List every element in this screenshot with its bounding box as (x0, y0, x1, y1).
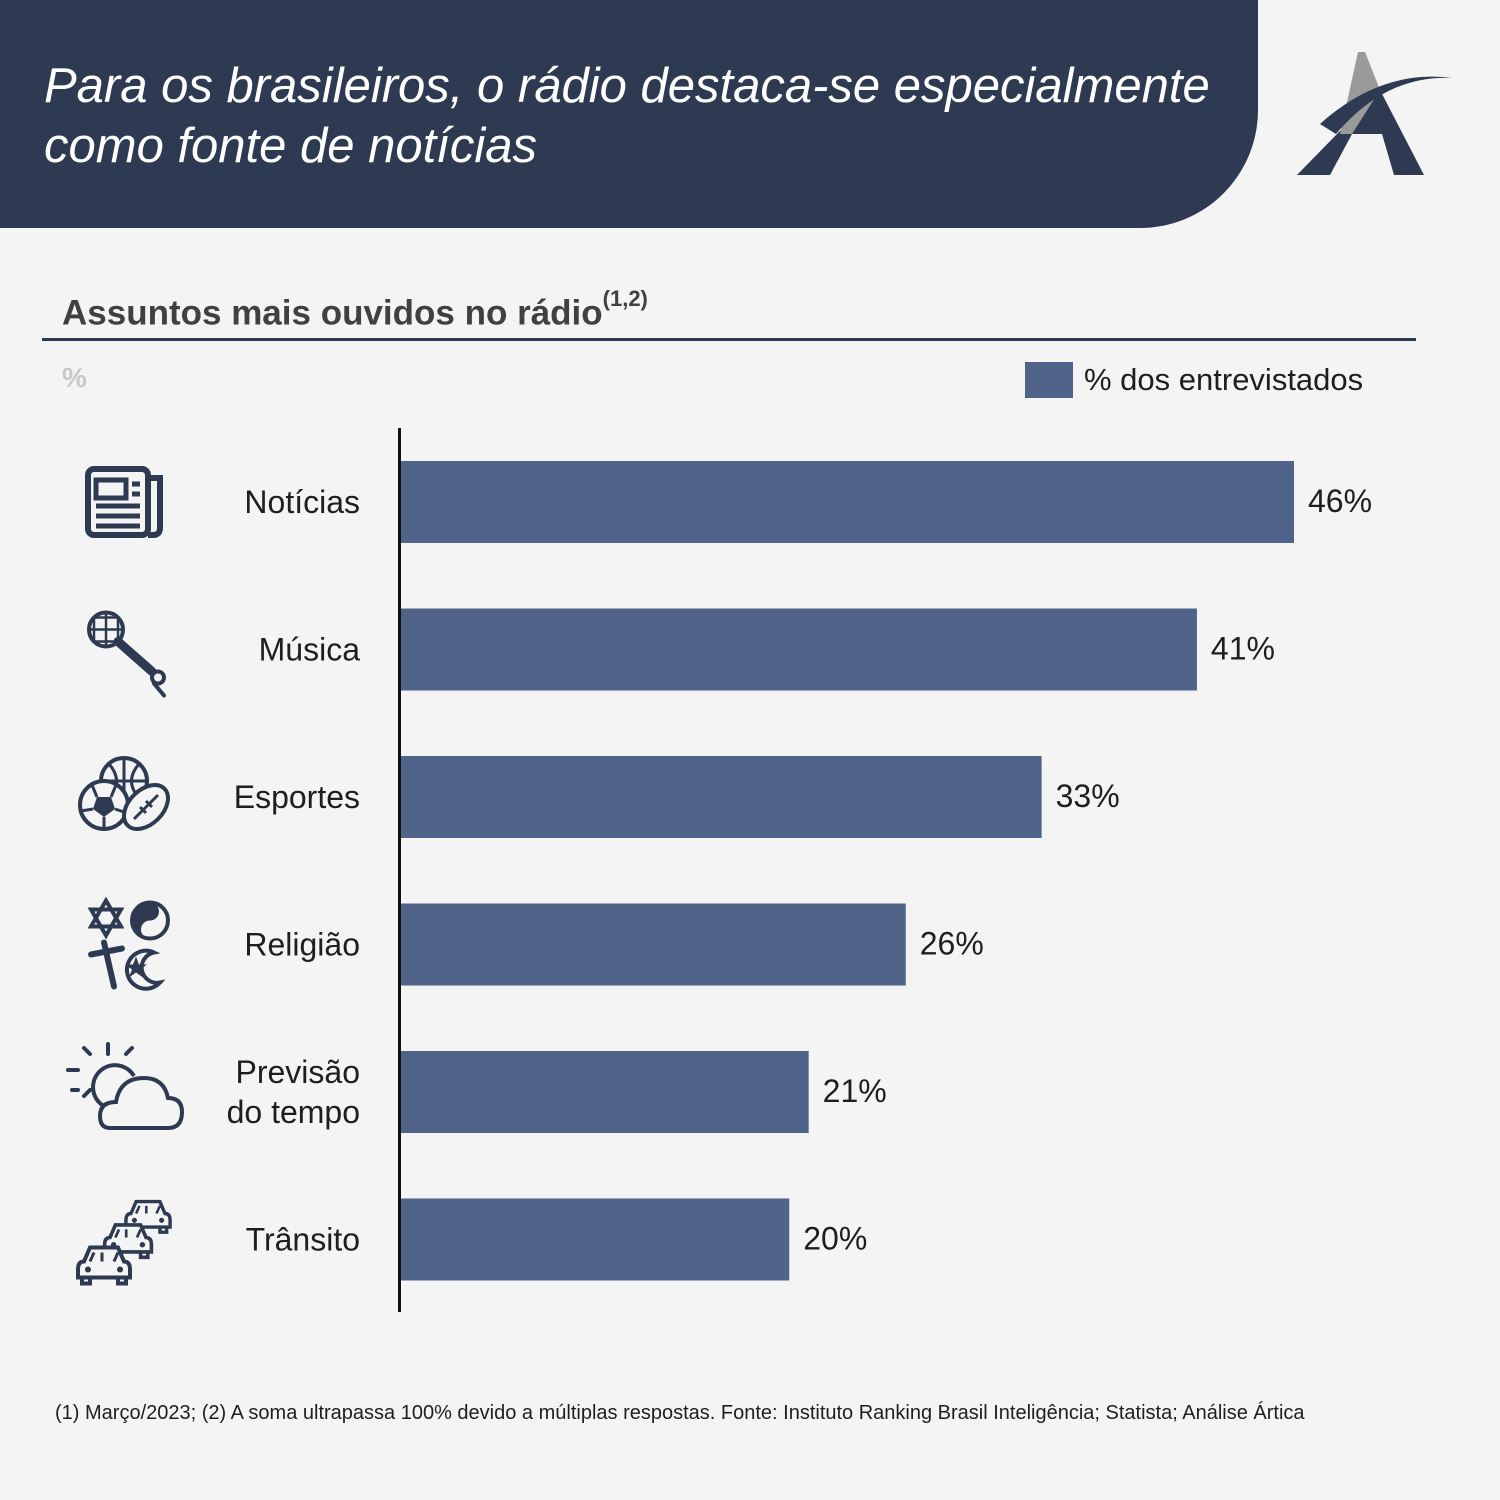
footnote: (1) Março/2023; (2) A soma ultrapassa 10… (55, 1402, 1305, 1424)
traffic-icon (76, 1199, 172, 1286)
bar-2 (401, 608, 1197, 691)
chart-title-text: Assuntos mais ouvidos no rádio (62, 293, 603, 333)
category-label: Notícias (244, 484, 360, 520)
bar-5 (401, 1051, 809, 1133)
legend-label: % dos entrevistados (1084, 362, 1364, 397)
weather-icon (66, 1042, 185, 1130)
page-title: Para os brasileiros, o rádio destaca-se … (44, 56, 1244, 176)
category-label: Trânsito (246, 1222, 360, 1258)
microphone-icon (87, 610, 166, 698)
value-label: 33% (1056, 778, 1120, 814)
sports-balls-icon (78, 756, 170, 831)
chart-title: Assuntos mais ouvidos no rádio(1,2) (62, 286, 648, 334)
chart-title-superscript: (1,2) (602, 286, 648, 311)
page-title-line-2: como fonte de notícias (44, 119, 538, 173)
category-label: Esportes (234, 779, 360, 815)
unit-label: % (62, 362, 87, 393)
category-label: Música (259, 632, 361, 668)
legend-swatch (1025, 362, 1073, 398)
value-label: 26% (920, 926, 984, 962)
title-underline (42, 338, 1416, 341)
category-label: Previsão do tempo (227, 1054, 360, 1130)
header-banner: Para os brasileiros, o rádio destaca-se … (0, 0, 1258, 228)
legend: % dos entrevistados (1025, 362, 1363, 398)
bar-3 (401, 756, 1042, 838)
religion-symbols-icon (87, 896, 170, 991)
artica-logo-icon (1297, 52, 1452, 175)
value-label: 21% (823, 1073, 887, 1109)
newspaper-icon (85, 466, 163, 538)
value-label: 20% (803, 1221, 867, 1257)
value-label: 46% (1308, 483, 1372, 519)
bar-4 (401, 903, 906, 986)
bar-1 (401, 461, 1294, 543)
category-label: Religião (244, 927, 360, 963)
page-title-line-1: Para os brasileiros, o rádio destaca-se … (44, 59, 1210, 113)
value-label: 41% (1211, 631, 1275, 667)
bar-6 (401, 1198, 790, 1281)
